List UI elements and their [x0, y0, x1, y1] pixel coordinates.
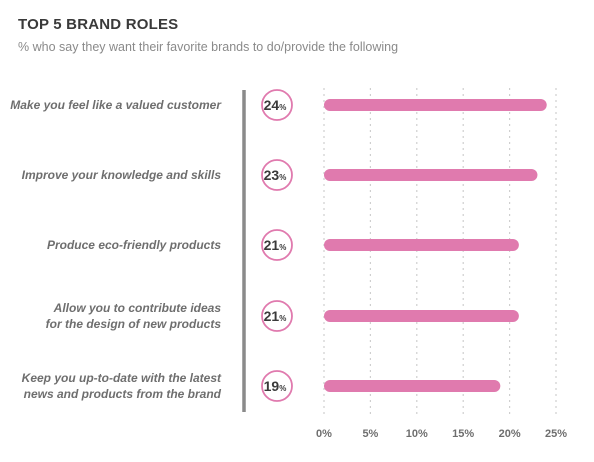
category-label: for the design of new products	[46, 317, 222, 331]
category-label: Make you feel like a valued customer	[10, 98, 222, 112]
bar	[324, 99, 547, 111]
bar	[324, 239, 519, 251]
value-badge	[261, 370, 293, 402]
value-badge	[261, 89, 293, 121]
x-tick-label: 0%	[316, 428, 332, 440]
chart-title: TOP 5 BRAND ROLES	[18, 16, 179, 33]
data-label: 19%	[264, 378, 287, 394]
category-label: Improve your knowledge and skills	[22, 168, 222, 182]
bar	[324, 169, 538, 181]
data-label: 21%	[264, 237, 287, 253]
data-label: 24%	[264, 97, 287, 113]
bar	[324, 310, 519, 322]
data-label: 23%	[264, 167, 287, 183]
x-tick-label: 20%	[499, 428, 521, 440]
x-tick-label: 5%	[362, 428, 378, 440]
category-label: news and products from the brand	[24, 387, 222, 401]
x-tick-label: 15%	[452, 428, 474, 440]
category-label: Keep you up-to-date with the latest	[22, 371, 222, 385]
x-tick-label: 10%	[406, 428, 428, 440]
data-label: 21%	[264, 308, 287, 324]
value-badge	[261, 229, 293, 261]
x-tick-label: 25%	[545, 428, 567, 440]
category-label: Produce eco-friendly products	[47, 238, 221, 252]
category-label: Allow you to contribute ideas	[53, 301, 222, 315]
value-badge	[261, 300, 293, 332]
chart-subtitle: % who say they want their favorite brand…	[18, 40, 399, 54]
bar	[324, 380, 501, 392]
value-badge	[261, 159, 293, 191]
